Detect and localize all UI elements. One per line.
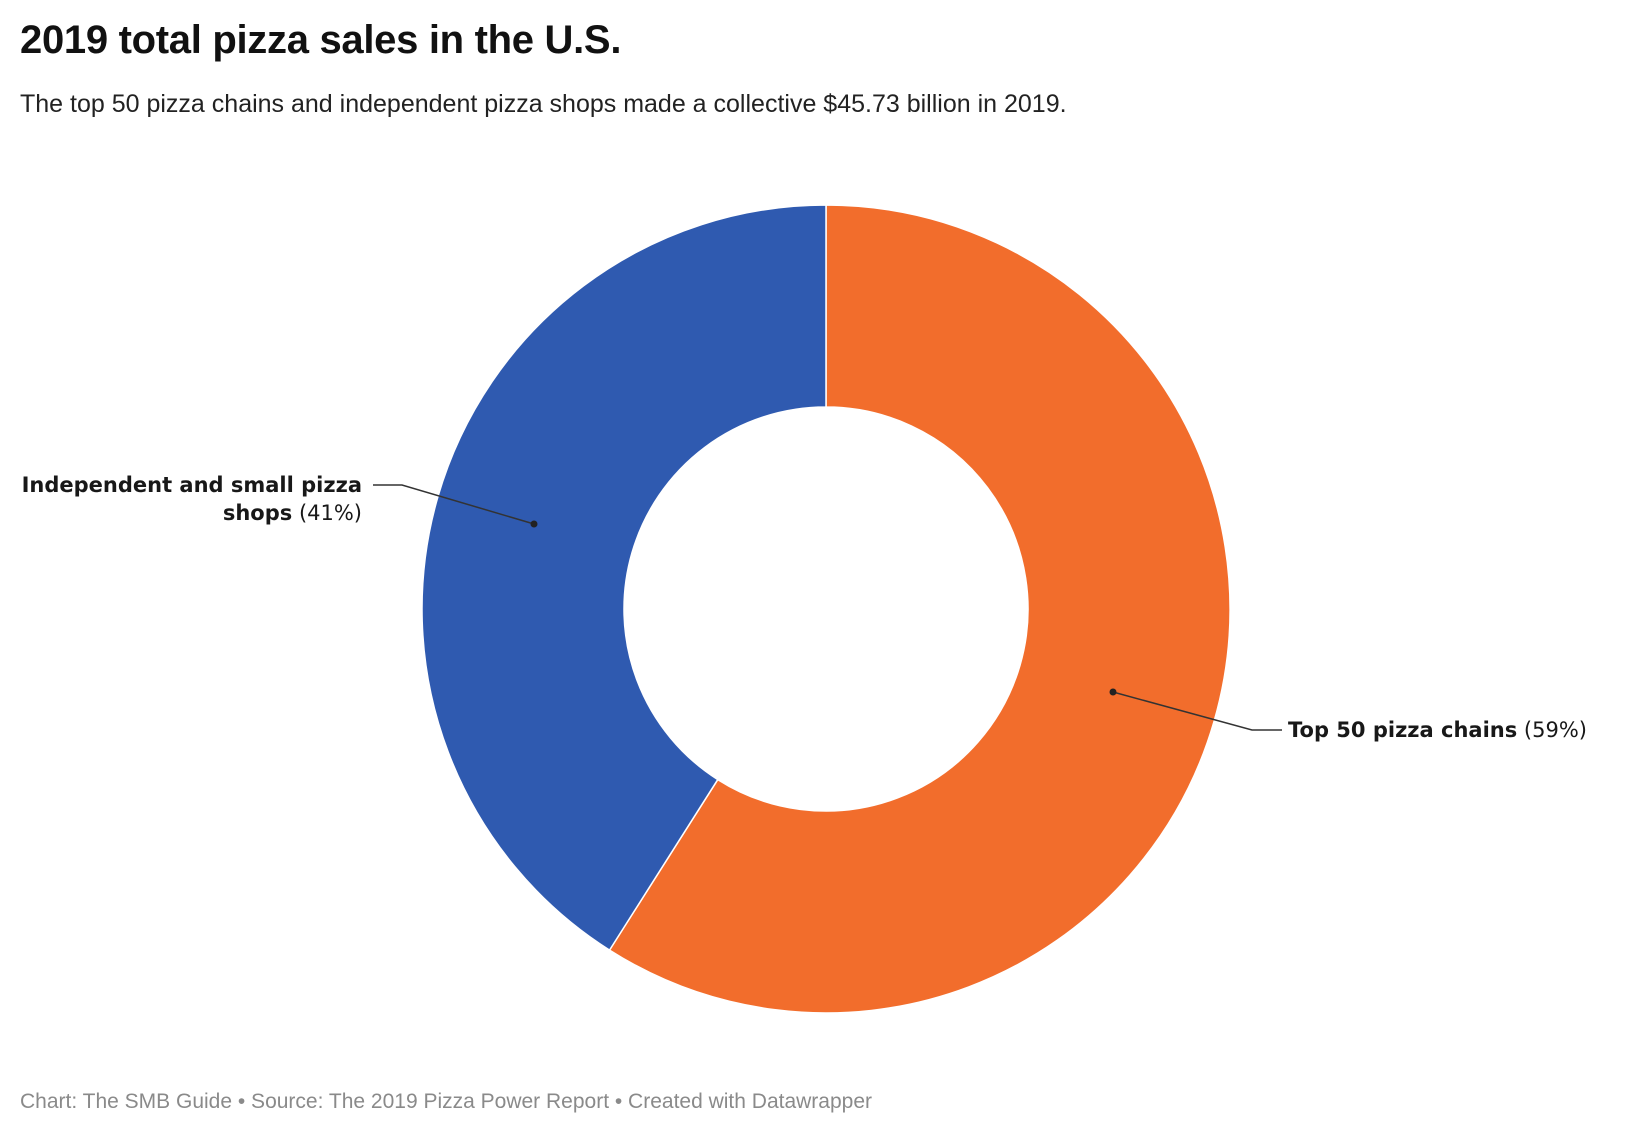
label-top-50-chains: Top 50 pizza chains (59%)	[1288, 718, 1587, 742]
label-value-top-50-chains: (59%)	[1524, 718, 1587, 742]
leader-dot-top-50-chains	[1109, 688, 1117, 696]
slice-independent-shops	[421, 204, 827, 952]
leader-line-independent-shops	[373, 484, 535, 525]
label-value-independent-shops: (41%)	[299, 501, 362, 525]
donut-slices	[421, 204, 1231, 1014]
leader-dot-independent-shops	[530, 520, 538, 528]
label-independent-shops-line-2: shops (41%)	[223, 501, 362, 525]
label-name-top-50-chains: Top 50 pizza chains	[1288, 718, 1517, 742]
chart-footer-credits: Chart: The SMB Guide • Source: The 2019 …	[20, 1090, 873, 1113]
leader-lines	[373, 484, 1282, 731]
leader-line-top-50-chains	[1112, 691, 1282, 731]
label-name-independent-shops-1: Independent and small pizza	[22, 473, 362, 497]
label-independent-shops-line-1: Independent and small pizza	[22, 473, 362, 497]
label-name-independent-shops-2: shops	[223, 501, 292, 525]
chart-subtitle: The top 50 pizza chains and independent …	[20, 90, 1067, 118]
chart-title: 2019 total pizza sales in the U.S.	[20, 18, 622, 62]
slice-top-50-chains	[608, 204, 1231, 1014]
